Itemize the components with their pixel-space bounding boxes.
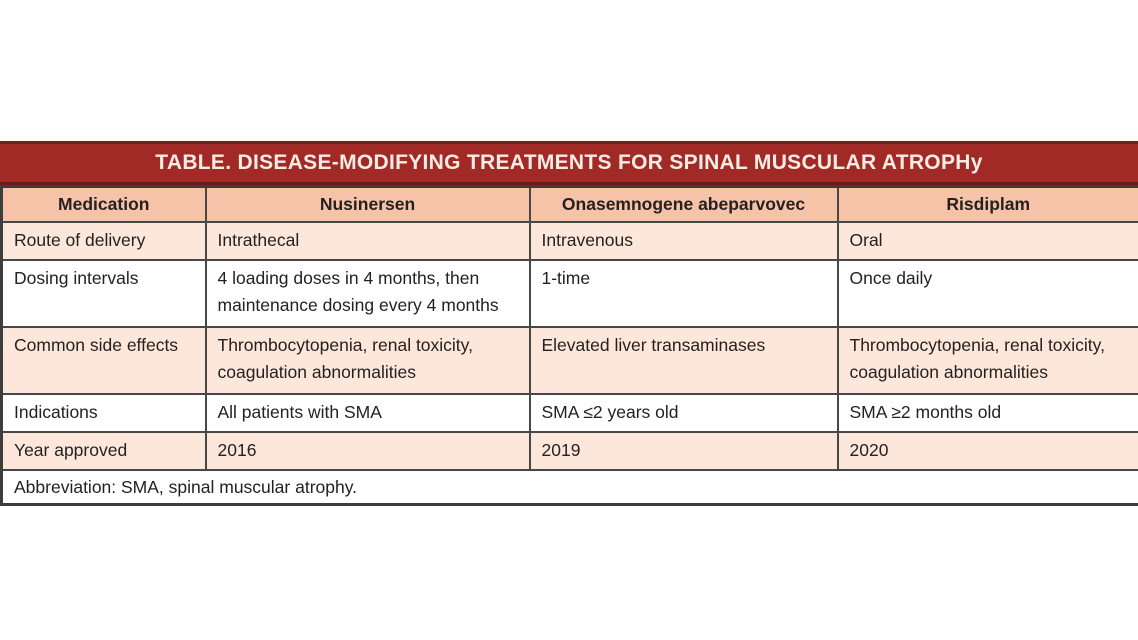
column-header-medication: Medication — [0, 186, 207, 223]
cell: SMA ≤2 years old — [528, 393, 839, 433]
cell: Intravenous — [528, 221, 839, 261]
column-header-nusinersen: Nusinersen — [204, 186, 531, 223]
cell: 2016 — [204, 431, 531, 471]
footnote-row: Abbreviation: SMA, spinal muscular atrop… — [0, 469, 1138, 506]
treatments-table: Medication Nusinersen Onasemnogene abepa… — [0, 185, 1138, 506]
row-label: Dosing intervals — [0, 259, 207, 328]
table-row-route-of-delivery: Route of delivery Intrathecal Intravenou… — [0, 221, 1138, 261]
footnote: Abbreviation: SMA, spinal muscular atrop… — [0, 469, 1138, 506]
column-header-risdiplam: Risdiplam — [836, 186, 1138, 223]
header-row: Medication Nusinersen Onasemnogene abepa… — [0, 186, 1138, 223]
table-title: TABLE. DISEASE-MODIFYING TREATMENTS FOR … — [155, 151, 983, 174]
cell: All patients with SMA — [204, 393, 531, 433]
table-row-indications: Indications All patients with SMA SMA ≤2… — [0, 393, 1138, 433]
row-label: Indications — [0, 393, 207, 433]
table-title-bar: TABLE. DISEASE-MODIFYING TREATMENTS FOR … — [0, 141, 1138, 185]
row-label: Year approved — [0, 431, 207, 471]
cell: Thrombocytopenia, renal toxicity, coagul… — [204, 326, 531, 395]
cell: Once daily — [836, 259, 1138, 328]
row-label: Common side effects — [0, 326, 207, 395]
column-header-onasemnogene-abeparvovec: Onasemnogene abeparvovec — [528, 186, 839, 223]
table-row-dosing-intervals: Dosing intervals 4 loading doses in 4 mo… — [0, 259, 1138, 328]
cell: Thrombocytopenia, renal toxicity, coagul… — [836, 326, 1138, 395]
cell: 2020 — [836, 431, 1138, 471]
cell: Elevated liver transaminases — [528, 326, 839, 395]
row-label: Route of delivery — [0, 221, 207, 261]
table-row-common-side-effects: Common side effects Thrombocytopenia, re… — [0, 326, 1138, 395]
table-row-year-approved: Year approved 2016 2019 2020 — [0, 431, 1138, 471]
cell: SMA ≥2 months old — [836, 393, 1138, 433]
cell: Oral — [836, 221, 1138, 261]
sma-treatments-figure: TABLE. DISEASE-MODIFYING TREATMENTS FOR … — [0, 141, 1138, 506]
cell: 2019 — [528, 431, 839, 471]
cell: 4 loading doses in 4 months, then mainte… — [204, 259, 531, 328]
cell: Intrathecal — [204, 221, 531, 261]
cell: 1-time — [528, 259, 839, 328]
